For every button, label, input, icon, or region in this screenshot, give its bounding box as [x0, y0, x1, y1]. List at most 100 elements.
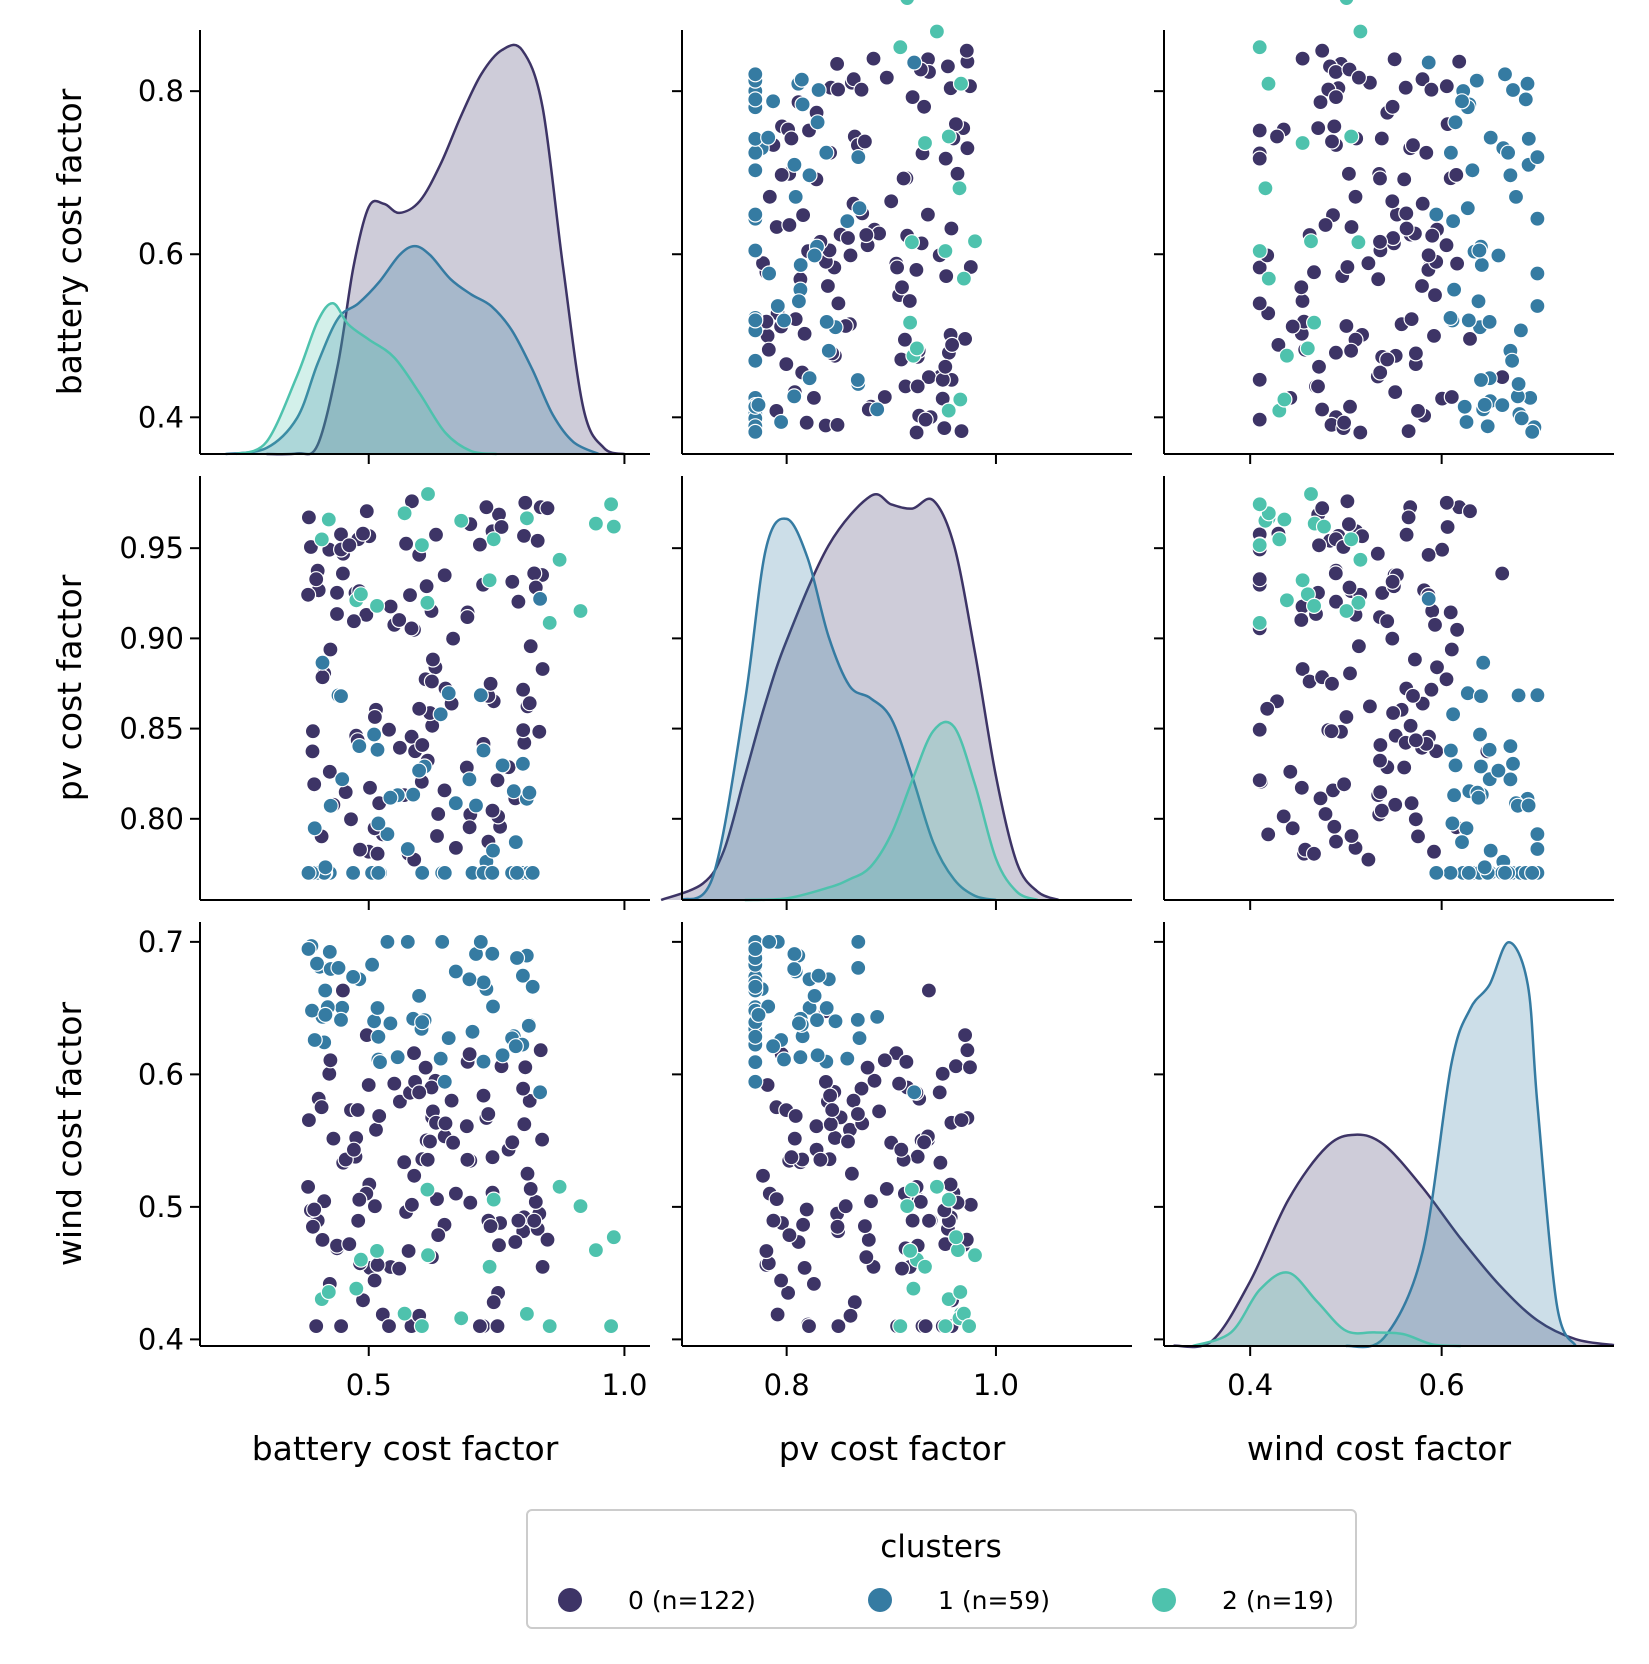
scatter-point-cluster-0 [1384, 704, 1402, 722]
scatter-point-cluster-2 [1338, 602, 1355, 620]
scatter-point-cluster-0 [888, 259, 906, 276]
scatter-point-cluster-1 [321, 943, 338, 961]
scatter-point-cluster-0 [532, 1042, 549, 1059]
scatter-point-cluster-1 [1442, 309, 1459, 326]
scatter-point-cluster-1 [1458, 820, 1475, 837]
scatter-point-cluster-1 [1460, 864, 1477, 882]
scatter-point-cluster-1 [322, 797, 339, 814]
scatter-point-cluster-0 [328, 605, 346, 623]
scatter-point-cluster-0 [1310, 358, 1328, 375]
kde-fill-cluster-1 [1345, 942, 1576, 1348]
scatter-point-cluster-0 [830, 1317, 847, 1335]
scatter-point-cluster-2 [1305, 314, 1323, 331]
scatter-point-cluster-2 [368, 1242, 386, 1260]
scatter-point-cluster-0 [943, 336, 961, 353]
scatter-point-cluster-1 [314, 654, 331, 671]
scatter-point-cluster-1 [760, 933, 778, 951]
scatter-point-cluster-0 [920, 982, 938, 999]
scatter-point-cluster-1 [317, 982, 334, 999]
legend-label: 0 (n=122) [628, 1586, 756, 1615]
scatter-point-cluster-1 [1428, 864, 1445, 882]
scatter-point-cluster-2 [1294, 572, 1311, 589]
scatter-point-cluster-1 [520, 1017, 537, 1034]
scatter-point-cluster-0 [768, 1190, 785, 1208]
scatter-point-cluster-1 [869, 1008, 886, 1026]
scatter-point-cluster-0 [1338, 317, 1355, 335]
scatter-point-cluster-2 [1343, 128, 1360, 145]
scatter-point-cluster-0 [842, 1307, 859, 1324]
scatter-point-cluster-0 [1414, 71, 1431, 88]
kde-fill-cluster-0 [661, 494, 1059, 900]
kde-line-cluster-0 [660, 493, 1060, 902]
scatter-point-cluster-2 [419, 1181, 436, 1198]
scatter-point-cluster-1 [760, 129, 777, 146]
legend-entry-cluster-2: 2 (n=19) [1152, 1586, 1334, 1615]
scatter-point-cluster-0 [411, 1084, 428, 1101]
scatter-point-cluster-2 [940, 128, 957, 145]
scatter-point-cluster-0 [1251, 259, 1268, 276]
scatter-point-cluster-1 [521, 784, 538, 801]
scatter-point-cluster-0 [1398, 526, 1415, 543]
scatter-point-cluster-0 [516, 1116, 533, 1133]
scatter-point-cluster-0 [361, 779, 379, 796]
scatter-point-cluster-0 [1438, 78, 1455, 95]
scatter-point-cluster-0 [334, 982, 351, 999]
scatter-point-cluster-1 [1504, 755, 1522, 772]
scatter-point-cluster-1 [303, 1002, 321, 1019]
scatter-point-cluster-0 [366, 1198, 383, 1215]
y-tick-label: 0.5 [138, 1190, 184, 1224]
scatter-point-cluster-0 [1361, 698, 1379, 715]
scatter-point-cluster-1 [790, 1015, 808, 1032]
scatter-point-cluster-0 [400, 1242, 417, 1260]
legend-entries: 0 (n=122) 1 (n=59) 2 (n=19) [558, 1586, 1334, 1615]
scatter-point-cluster-0 [909, 378, 926, 395]
scatter-point-cluster-2 [481, 572, 498, 589]
scatter-point-cluster-2 [1294, 134, 1311, 152]
scatter-point-cluster-0 [1339, 258, 1356, 276]
scatter-point-cluster-0 [1350, 638, 1368, 655]
scatter-point-cluster-2 [947, 1229, 965, 1246]
scatter-point-cluster-0 [1461, 330, 1479, 347]
scatter-point-cluster-1 [1512, 322, 1530, 339]
scatter-point-cluster-0 [908, 261, 925, 278]
scatter-point-cluster-1 [1524, 864, 1541, 882]
scatter-point-cluster-1 [1444, 706, 1462, 723]
scatter-point-cluster-1 [317, 1006, 334, 1024]
scatter-point-cluster-0 [478, 499, 495, 516]
scatter-point-cluster-0 [858, 226, 875, 244]
scatter-point-cluster-1 [1503, 352, 1521, 369]
scatter-point-cluster-0 [1398, 220, 1415, 237]
scatter-point-cluster-1 [747, 940, 764, 958]
scatter-point-cluster-1 [531, 1084, 549, 1101]
scatter-point-cluster-0 [893, 279, 911, 296]
scatter-point-cluster-1 [850, 933, 867, 951]
scatter-point-cluster-0 [1398, 205, 1415, 222]
scatter-point-cluster-2 [352, 586, 369, 603]
scatter-point-cluster-2 [1260, 75, 1277, 92]
scatter-point-cluster-0 [901, 292, 918, 310]
scatter-point-cluster-0 [819, 277, 837, 295]
scatter-point-cluster-0 [490, 1237, 508, 1254]
scatter-point-cluster-0 [1439, 518, 1456, 536]
scatter-point-cluster-0 [1335, 414, 1353, 431]
y-axis-label: pv cost factor [50, 574, 89, 801]
scatter-point-cluster-0 [437, 1115, 454, 1132]
scatter-point-cluster-0 [843, 1165, 861, 1182]
scatter-point-cluster-0 [1339, 493, 1356, 510]
legend-title: clusters [880, 1529, 1002, 1565]
scatter-point-cluster-1 [461, 971, 478, 988]
scatter-point-cluster-1 [514, 967, 532, 984]
scatter-point-cluster-0 [773, 166, 790, 183]
scatter-point-cluster-0 [829, 81, 847, 98]
scatter-point-cluster-0 [341, 537, 358, 554]
scatter-point-cluster-0 [878, 69, 895, 86]
scatter-point-cluster-0 [369, 845, 386, 862]
scatter-point-cluster-0 [853, 81, 870, 98]
scatter-point-cluster-2 [602, 1317, 620, 1335]
scatter-point-cluster-0 [1251, 150, 1268, 167]
scatter-point-cluster-1 [306, 820, 323, 837]
scatter-point-cluster-0 [932, 1154, 949, 1171]
scatter-point-cluster-0 [1259, 700, 1276, 717]
x-tick-label: 0.4 [1227, 1368, 1273, 1402]
scatter-point-cluster-0 [1251, 772, 1268, 789]
